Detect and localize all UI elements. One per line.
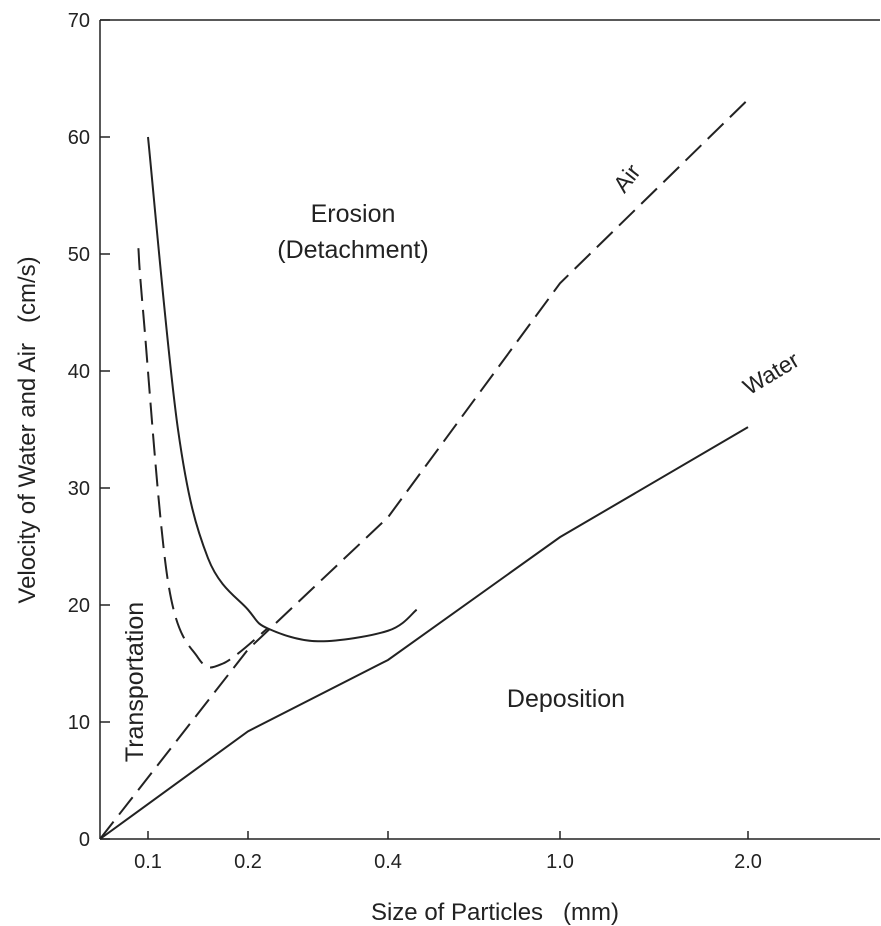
x-axis-ticks: 0.1 0.2 0.4 1.0 2.0 [134,831,762,873]
curves [99,98,749,840]
detachment-label: (Detachment) [277,236,428,264]
x-axis-title: Size of Particles (mm) [371,899,619,926]
x-tick-label: 2.0 [734,851,762,873]
y-tick-label: 40 [68,361,90,383]
erosion-curve-water [147,136,418,643]
y-tick-label: 0 [79,829,90,851]
x-tick-label: 0.2 [234,851,262,873]
x-tick-label: 0.1 [134,851,162,873]
x-tick-label: 0.4 [374,851,402,873]
air-curve-label: Air [608,159,646,197]
air-line [99,98,749,840]
y-axis-ticks: 0 10 20 30 40 50 60 70 [68,10,110,851]
y-axis-title: Velocity of Water and Air (cm/s) [14,256,41,603]
water-line [99,426,749,840]
transportation-label: Transportation [121,602,149,762]
erosion-curve-air [137,248,269,669]
erosion-label: Erosion [311,200,396,228]
deposition-label: Deposition [507,685,625,713]
y-tick-label: 70 [68,10,90,32]
y-tick-label: 10 [68,712,90,734]
y-tick-label: 60 [68,127,90,149]
x-tick-label: 1.0 [546,851,574,873]
y-tick-label: 30 [68,478,90,500]
y-tick-label: 20 [68,595,90,617]
y-tick-label: 50 [68,244,90,266]
water-curve-label: Water [738,346,804,400]
